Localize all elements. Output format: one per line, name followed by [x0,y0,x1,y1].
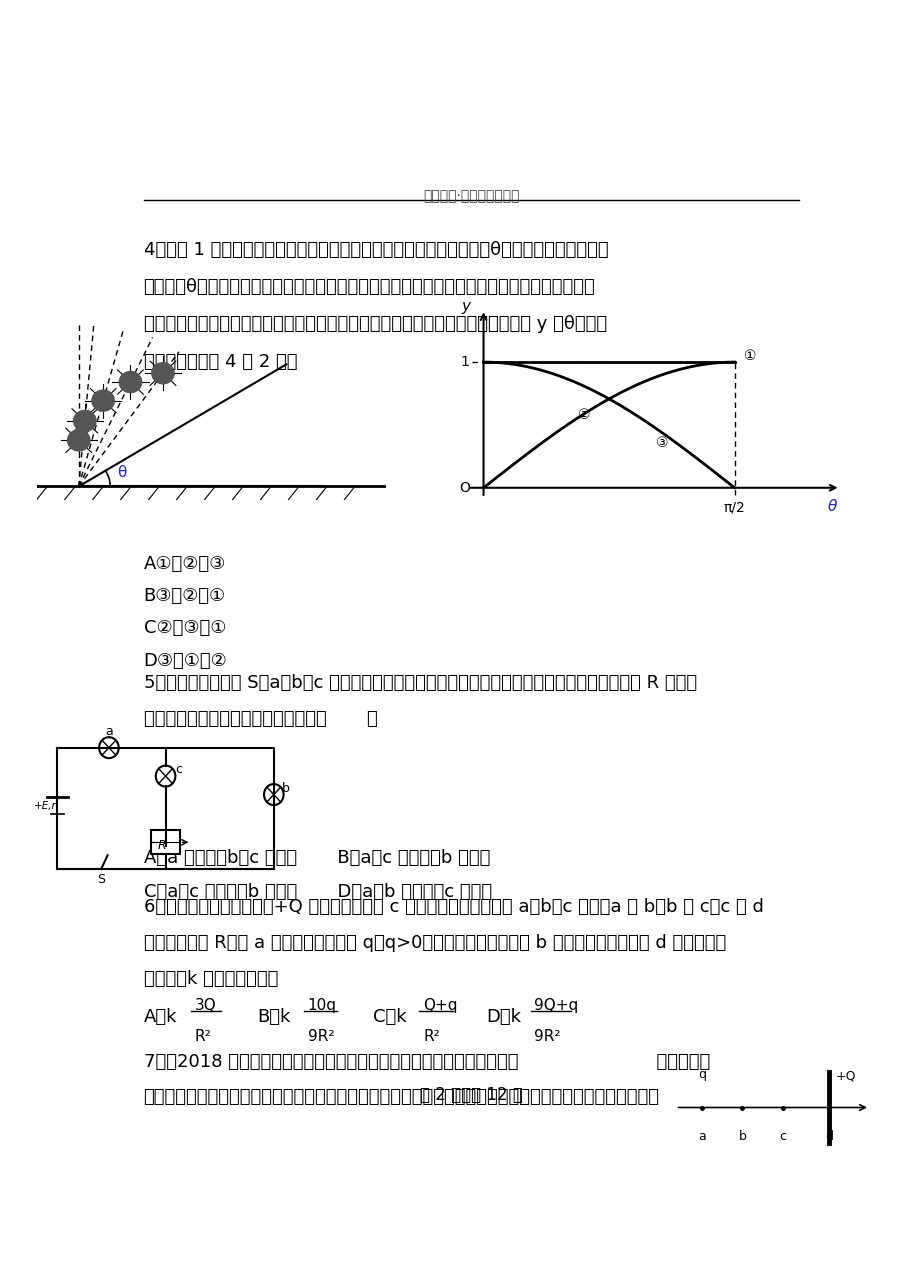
Bar [152,830,179,854]
Text: ①: ① [743,349,756,363]
Text: ②: ② [577,407,590,421]
Text: θ: θ [117,465,127,480]
Text: 9Q+q: 9Q+q [534,998,578,1013]
Text: 9R²: 9R² [307,1029,334,1044]
Text: 7．（2018 天星金考卷）目前，在地球周围有许多人造地球卫星绕着它运                        转，其中一: 7．（2018 天星金考卷）目前，在地球周围有许多人造地球卫星绕着它运 转，其中… [143,1053,709,1071]
Text: 5．如图，闭合开关 S，a、b、c 三盏灯均正常发光，电源电动势恒定且内阻不可忽略，现将变阻器 R 的滑片: 5．如图，闭合开关 S，a、b、c 三盏灯均正常发光，电源电动势恒定且内阻不可忽… [143,675,696,693]
Text: 9R²: 9R² [534,1029,561,1044]
Text: R²: R² [195,1029,211,1044]
Text: D．k: D．k [485,1007,520,1026]
Text: 1: 1 [460,355,470,369]
Text: C②、③和①: C②、③和① [143,620,226,638]
Circle shape [92,390,114,411]
Circle shape [74,410,96,432]
Text: y: y [461,299,470,314]
Text: +Q: +Q [834,1069,855,1082]
Text: 第 2 页，共 12 页: 第 2 页，共 12 页 [420,1086,522,1104]
Text: 6．如图所示，一均匀带电+Q 细棍，在过中点 c 垂直于细棍的直线上有 a、b、c 三点，a 和 b、b 和 c、c 和 d: 6．如图所示，一均匀带电+Q 细棍，在过中点 c 垂直于细棍的直线上有 a、b、… [143,897,763,915]
Text: θ: θ [826,499,835,514]
Text: C．k: C．k [373,1007,406,1026]
Text: c: c [176,763,182,777]
Text: ③: ③ [655,435,668,449]
Circle shape [152,363,174,383]
Text: Q+q: Q+q [423,998,457,1013]
Text: 3Q: 3Q [195,998,216,1013]
Text: A①、②和③: A①、②和③ [143,555,225,573]
Text: 图像分别对应题 4 图 2 中的: 图像分别对应题 4 图 2 中的 [143,353,297,370]
Text: 验可知，小球对斜面的压力、小球运动的加速度和重力加速度与各自最大值的比值 y 随θ变化的: 验可知，小球对斜面的压力、小球运动的加速度和重力加速度与各自最大值的比值 y 随… [143,316,606,334]
Text: R²: R² [423,1029,439,1044]
Text: 在不同的θ角条件下进行多次实验，最后推理出自由落体运动是一种匀加速直线运动。分析该实: 在不同的θ角条件下进行多次实验，最后推理出自由落体运动是一种匀加速直线运动。分析… [143,279,595,297]
Text: a: a [698,1130,705,1143]
Text: +E,r: +E,r [34,801,57,811]
Text: D③、①和②: D③、①和② [143,652,227,670]
Text: A．k: A．k [143,1007,176,1026]
Text: c: c [778,1130,786,1143]
Text: A．a 灯变亮，b、c 灯变暗       B．a、c 灯变亮，b 灯变暗: A．a 灯变亮，b、c 灯变暗 B．a、c 灯变亮，b 灯变暗 [143,849,489,867]
Text: R: R [157,839,165,852]
Text: 10q: 10q [307,998,336,1013]
Text: C．a、c 灯变暗，b 灯变亮       D．a、b 灯变暗，c 灯变亮: C．a、c 灯变暗，b 灯变亮 D．a、b 灯变暗，c 灯变亮 [143,883,491,901]
Circle shape [67,430,90,451]
Text: d: d [824,1130,833,1143]
Text: q: q [698,1068,705,1081]
Text: 4．题图 1 为伽利略研究自由落体运动实验的示意图，让小球由倾角为θ的光滑斜面滑下，然后: 4．题图 1 为伽利略研究自由落体运动实验的示意图，让小球由倾角为θ的光滑斜面滑… [143,241,607,258]
Text: 高考模式·考试试卷解析版: 高考模式·考试试卷解析版 [423,188,519,202]
Text: 稍向上滑动一些，三盏灯亮度变化为（       ）: 稍向上滑动一些，三盏灯亮度变化为（ ） [143,710,377,728]
Text: 大小为（k 为静电力常量）: 大小为（k 为静电力常量） [143,970,278,988]
Text: b: b [738,1130,745,1143]
Text: O: O [459,481,470,495]
Text: B．k: B．k [257,1007,290,1026]
Text: B③、②和①: B③、②和① [143,587,225,605]
Text: b: b [281,782,289,794]
Circle shape [119,372,142,392]
Text: 些卫星的轨道可近似为圆，且轨道半径逐渐变小．若卫星在轨道半径逐渐变小的过程中，只受到地球引力和稀: 些卫星的轨道可近似为圆，且轨道半径逐渐变小．若卫星在轨道半径逐渐变小的过程中，只… [143,1088,659,1106]
Text: 间的距离均为 R，在 a 点处有一电荷量为 q（q>0）的固定点电荷．已知 b 点处的场强为零，则 d 点处场强的: 间的距离均为 R，在 a 点处有一电荷量为 q（q>0）的固定点电荷．已知 b … [143,934,725,952]
Text: π/2: π/2 [723,500,744,514]
Text: a: a [105,726,113,738]
Text: S: S [97,873,105,886]
